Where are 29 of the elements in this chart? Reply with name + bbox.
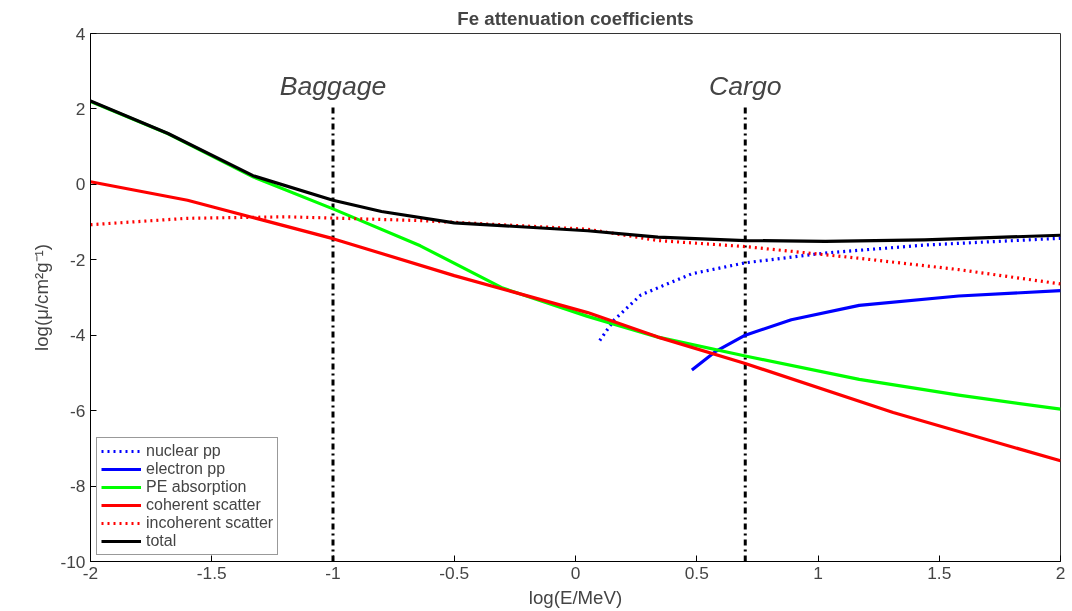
line-series: [598, 236, 1061, 343]
legend-label: incoherent scatter: [146, 514, 274, 532]
line-series: [90, 180, 1061, 463]
y-tick-label: -8: [70, 476, 86, 497]
y-tick-label: 4: [75, 23, 86, 44]
y-tick-label: -4: [70, 325, 86, 346]
x-tick-label: -0.5: [439, 562, 470, 583]
x-tick-label: 0: [570, 562, 581, 583]
y-tick-label: -6: [70, 400, 86, 421]
x-axis-title: log(E/MeV): [528, 586, 623, 608]
legend-label: PE absorption: [146, 478, 247, 496]
x-tick-label: 1: [813, 562, 823, 583]
y-tick-label: 2: [75, 98, 86, 119]
legend-label: nuclear pp: [146, 442, 221, 460]
line-series: [690, 289, 1061, 372]
legend-label: coherent scatter: [146, 496, 261, 514]
ref-line-label: Cargo: [708, 70, 782, 101]
ref-line-label: Baggage: [279, 70, 387, 101]
x-tick-label: -1.5: [196, 562, 227, 583]
x-tick-label: -1: [325, 562, 341, 583]
legend-label: total: [146, 532, 177, 550]
chart-title: Fe attenuation coefficients: [457, 7, 694, 29]
x-tick-label: 2: [1055, 562, 1066, 583]
x-tick-label: 1.5: [927, 562, 952, 583]
y-axis-title: log(μ/cm²g⁻¹): [31, 244, 53, 351]
x-tick-label: 0.5: [684, 562, 709, 583]
legend-label: electron pp: [146, 460, 226, 478]
y-tick-label: 0: [75, 174, 86, 195]
y-tick-label: -2: [70, 249, 86, 270]
